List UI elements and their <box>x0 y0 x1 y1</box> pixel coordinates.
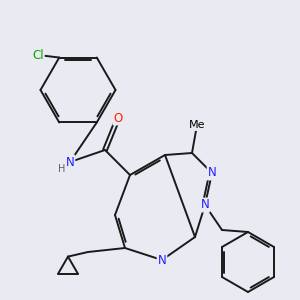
Text: N: N <box>158 254 166 266</box>
Text: Cl: Cl <box>32 49 44 62</box>
Text: N: N <box>66 155 74 169</box>
Text: N: N <box>208 167 216 179</box>
Text: O: O <box>113 112 123 124</box>
Text: H: H <box>58 164 65 174</box>
Text: Me: Me <box>189 120 205 130</box>
Text: N: N <box>201 199 209 212</box>
